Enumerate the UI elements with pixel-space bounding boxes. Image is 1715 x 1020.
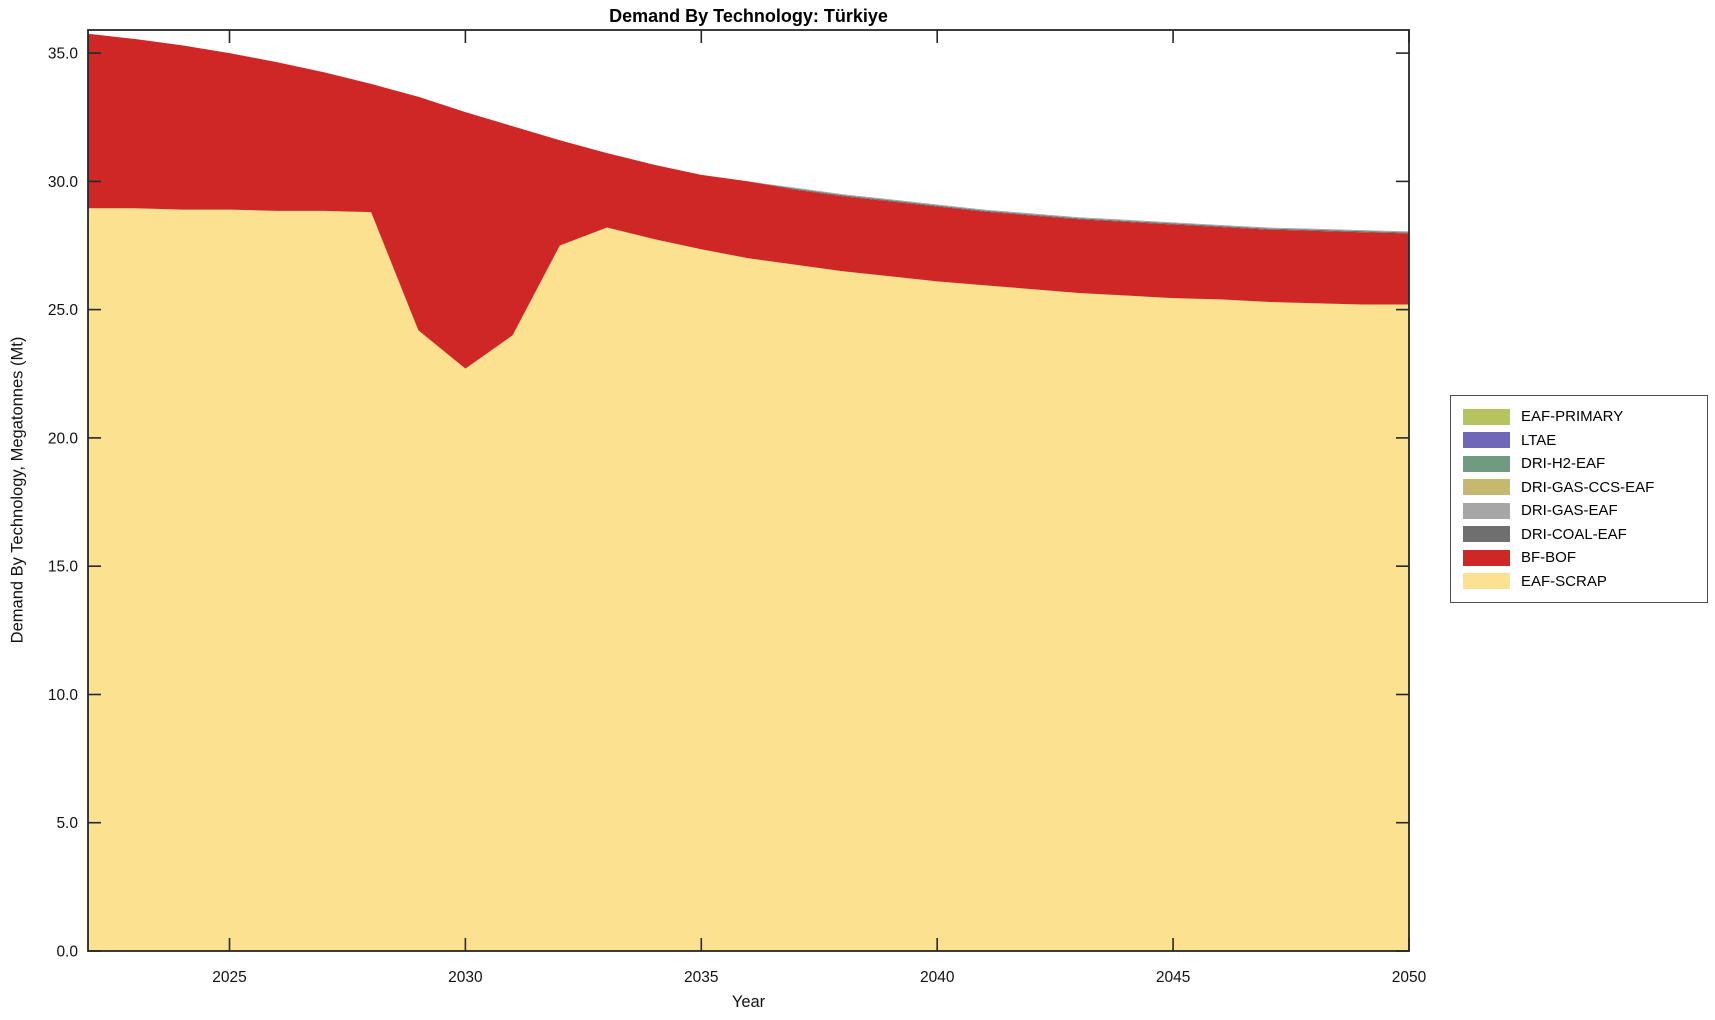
x-tick-label: 2030 [448, 969, 483, 986]
x-tick-label: 2035 [684, 969, 718, 986]
legend-swatch-eaf-primary [1463, 408, 1510, 425]
legend-item-bf-bof: BF-BOF [1463, 546, 1701, 570]
legend-label: BF-BOF [1521, 549, 1576, 567]
y-tick-label: 30.0 [48, 174, 79, 191]
y-axis-label: Demand By Technology, Megatonnes (Mt) [8, 336, 27, 644]
legend-item-eaf-primary: EAF-PRIMARY [1463, 405, 1701, 429]
legend-swatch-ltae [1463, 432, 1510, 449]
legend-label: LTAE [1521, 431, 1557, 449]
area-eaf-scrap [88, 208, 1409, 952]
legend-swatch-dri-coal-eaf [1463, 526, 1510, 543]
x-axis-label: Year [731, 993, 766, 1011]
legend-label: DRI-GAS-EAF [1521, 502, 1618, 520]
legend-label: EAF-SCRAP [1521, 572, 1607, 590]
legend-label: DRI-GAS-CCS-EAF [1521, 478, 1655, 496]
legend-swatch-eaf-scrap [1463, 573, 1510, 590]
y-tick-label: 0.0 [56, 944, 78, 961]
x-tick-label: 2025 [212, 969, 246, 986]
plot-border [87, 29, 1410, 952]
legend-swatch-dri-h2-eaf [1463, 455, 1510, 472]
legend-item-dri-coal-eaf: DRI-COAL-EAF [1463, 523, 1701, 547]
legend-swatch-dri-gas-ccs-eaf [1463, 479, 1510, 496]
legend-swatch-bf-bof [1463, 549, 1510, 566]
y-tick-label: 35.0 [48, 46, 79, 63]
legend-item-dri-h2-eaf: DRI-H2-EAF [1463, 452, 1701, 476]
y-tick-label: 25.0 [48, 302, 79, 319]
legend-swatch-dri-gas-eaf [1463, 502, 1510, 519]
y-tick-label: 15.0 [48, 559, 79, 576]
legend-item-eaf-scrap: EAF-SCRAP [1463, 570, 1701, 594]
legend-item-dri-gas-eaf: DRI-GAS-EAF [1463, 499, 1701, 523]
legend-item-ltae: LTAE [1463, 429, 1701, 453]
legend-item-dri-gas-ccs-eaf: DRI-GAS-CCS-EAF [1463, 476, 1701, 500]
x-tick-label: 2050 [1392, 969, 1427, 986]
axes-group: 2025 2030 2035 2040 2045 2050 0.0 5.0 10.0 15.0 20… [48, 29, 1427, 986]
y-tick-label: 20.0 [48, 430, 79, 447]
area-bf-bof [88, 33, 1409, 369]
x-tick-label: 2040 [920, 969, 955, 986]
legend-label: EAF-PRIMARY [1521, 408, 1624, 426]
x-tick-label: 2045 [1156, 969, 1190, 986]
areas-group [88, 33, 1409, 952]
y-tick-label: 10.0 [48, 687, 79, 704]
legend: EAF-PRIMARY LTAE DRI-H2-EAF DRI-GAS-CCS-EAF… [1450, 395, 1708, 603]
chart-title: Demand By Technology: Türkiye [609, 6, 888, 26]
y-tick-label: 5.0 [56, 815, 78, 832]
legend-label: DRI-H2-EAF [1521, 455, 1606, 473]
legend-label: DRI-COAL-EAF [1521, 525, 1627, 543]
